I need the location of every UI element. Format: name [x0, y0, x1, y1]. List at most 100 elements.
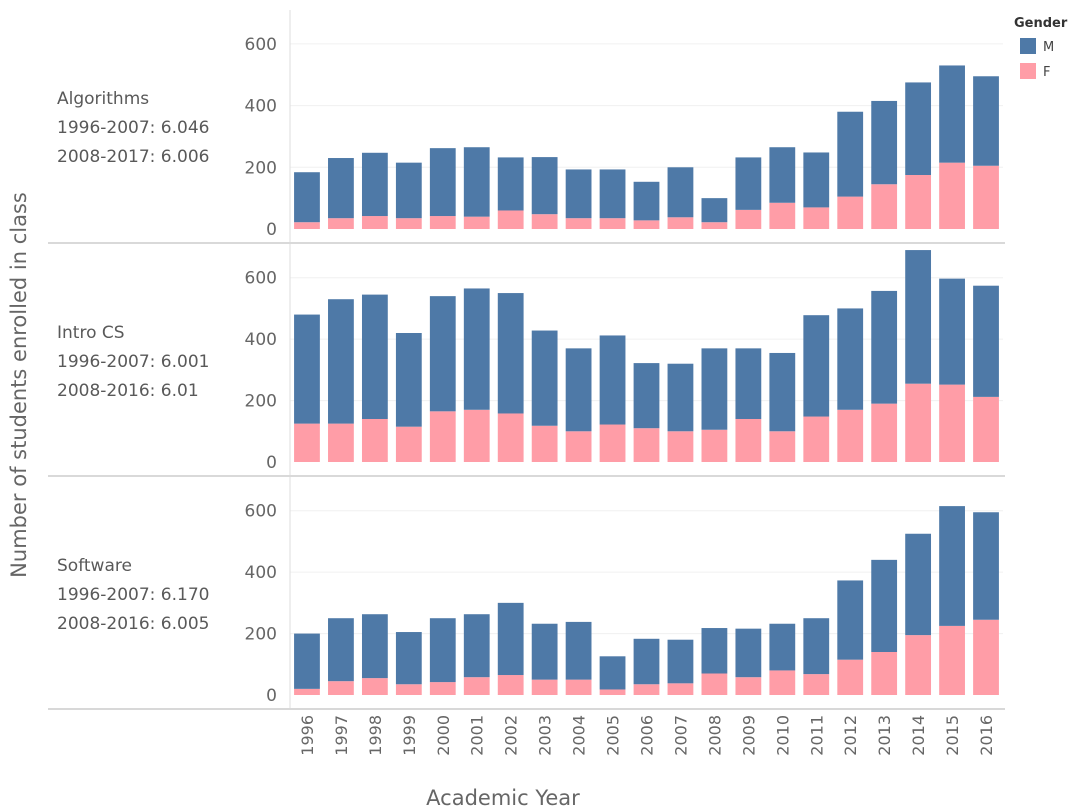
bar-m-p0-2001: [463, 147, 490, 217]
bar-f-p0-2016: [973, 165, 999, 229]
bar-f-p2-1998: [361, 678, 388, 695]
x-tick-label-2010: 2010: [773, 715, 792, 756]
legend-swatch-f: [1020, 63, 1036, 79]
bar-f-p0-2014: [905, 175, 932, 229]
panel-label-p0-line2: 2008-2017: 6.006: [57, 147, 209, 167]
legend-title: Gender: [1014, 16, 1068, 31]
bar-m-p1-2006: [633, 363, 660, 429]
bar-m-p0-2003: [531, 157, 558, 215]
bar-f-p2-2003: [531, 679, 558, 695]
bar-f-p1-2009: [735, 419, 762, 462]
bar-m-p2-2011: [803, 618, 830, 675]
x-tick-label-2002: 2002: [502, 715, 521, 756]
bar-f-p0-2015: [939, 162, 965, 229]
bars-layer: [294, 65, 999, 695]
y-tick-label-p0-400: 400: [245, 97, 277, 117]
bar-f-p0-2010: [769, 202, 796, 229]
bar-f-p1-1997: [328, 423, 354, 462]
bar-m-p0-2002: [497, 157, 524, 211]
bar-f-p1-2007: [667, 431, 694, 462]
bar-f-p0-2009: [735, 209, 762, 229]
x-tick-label-2005: 2005: [604, 715, 623, 756]
bar-f-p0-1998: [361, 216, 388, 229]
bar-f-p0-2003: [531, 214, 558, 229]
x-tick-label-2016: 2016: [977, 715, 996, 756]
y-tick-label-p1-600: 600: [245, 269, 277, 289]
x-tick-label-2007: 2007: [671, 715, 690, 756]
bar-m-p2-2014: [905, 533, 932, 636]
bar-f-p2-1999: [395, 684, 422, 695]
bar-m-p0-2014: [905, 82, 932, 175]
bar-f-p2-2005: [599, 689, 626, 695]
bar-f-p1-1996: [294, 423, 320, 462]
bar-m-p2-2003: [531, 623, 558, 680]
x-tick-label-2000: 2000: [434, 715, 453, 756]
bar-f-p0-1996: [294, 222, 320, 229]
bar-m-p0-1999: [395, 162, 422, 219]
bar-f-p2-2007: [667, 683, 694, 695]
bar-f-p1-2005: [599, 424, 626, 462]
bar-m-p2-1998: [361, 614, 388, 679]
bar-m-p1-2013: [871, 290, 898, 404]
bar-m-p1-2015: [939, 278, 965, 385]
bar-m-p0-2008: [701, 198, 728, 223]
y-tick-label-p1-200: 200: [245, 392, 277, 412]
bar-f-p0-2004: [565, 218, 592, 229]
bar-f-p1-2012: [837, 409, 864, 462]
bar-m-p2-2001: [463, 614, 490, 678]
bar-m-p0-2016: [973, 76, 999, 166]
legend-label-f: F: [1043, 65, 1050, 80]
bar-f-p2-2006: [633, 684, 660, 695]
bar-m-p1-1999: [395, 333, 422, 427]
bar-f-p0-2002: [497, 210, 524, 229]
bar-m-p1-2001: [463, 288, 490, 410]
bar-m-p1-2002: [497, 293, 524, 414]
bar-m-p2-2008: [701, 628, 728, 674]
x-tick-label-1997: 1997: [332, 715, 351, 756]
bar-f-p2-2014: [905, 635, 932, 695]
bar-m-p0-2012: [837, 111, 864, 197]
y-tick-label-p0-600: 600: [245, 35, 277, 55]
x-tick-label-2011: 2011: [807, 715, 826, 756]
bar-f-p2-2008: [701, 673, 728, 695]
bar-m-p2-2002: [497, 602, 524, 676]
bar-f-p1-2011: [803, 416, 830, 462]
legend-label-m: M: [1043, 40, 1054, 55]
y-tick-label-p0-200: 200: [245, 158, 277, 178]
bar-m-p2-1996: [294, 633, 320, 689]
bar-f-p1-1999: [395, 426, 422, 462]
x-tick-label-1999: 1999: [400, 715, 419, 756]
bar-m-p0-2011: [803, 152, 830, 208]
bar-m-p2-2005: [599, 656, 626, 690]
bar-m-p0-2000: [429, 148, 456, 217]
bar-m-p1-2016: [973, 285, 999, 397]
bar-m-p2-1999: [395, 632, 422, 685]
x-tick-label-1996: 1996: [298, 715, 317, 756]
bar-f-p1-2002: [497, 413, 524, 462]
bar-f-p0-2012: [837, 196, 864, 229]
x-tick-label-2003: 2003: [536, 715, 555, 756]
bar-m-p0-2007: [667, 167, 694, 218]
bar-m-p1-2008: [701, 348, 728, 430]
bar-f-p1-1998: [361, 419, 388, 462]
frame-layer: [48, 10, 1005, 710]
y-tick-label-p2-200: 200: [245, 625, 277, 645]
legend: Gender M F: [1014, 16, 1068, 80]
bar-m-p0-1998: [361, 152, 388, 217]
bar-f-p1-2006: [633, 428, 660, 462]
bar-f-p1-2001: [463, 409, 490, 462]
bar-f-p2-2002: [497, 675, 524, 695]
bar-m-p2-2000: [429, 618, 456, 683]
bar-m-p1-2014: [905, 250, 932, 384]
bar-f-p2-2001: [463, 677, 490, 695]
bar-f-p0-2007: [667, 217, 694, 229]
bar-m-p2-2010: [769, 623, 796, 671]
panel-label-p2-line2: 2008-2016: 6.005: [57, 614, 209, 634]
bar-f-p0-1999: [395, 218, 422, 229]
x-tick-label-2014: 2014: [909, 715, 928, 756]
bar-f-p1-2014: [905, 383, 932, 462]
x-axis-title: Academic Year: [426, 786, 580, 810]
bar-m-p1-2011: [803, 315, 830, 417]
